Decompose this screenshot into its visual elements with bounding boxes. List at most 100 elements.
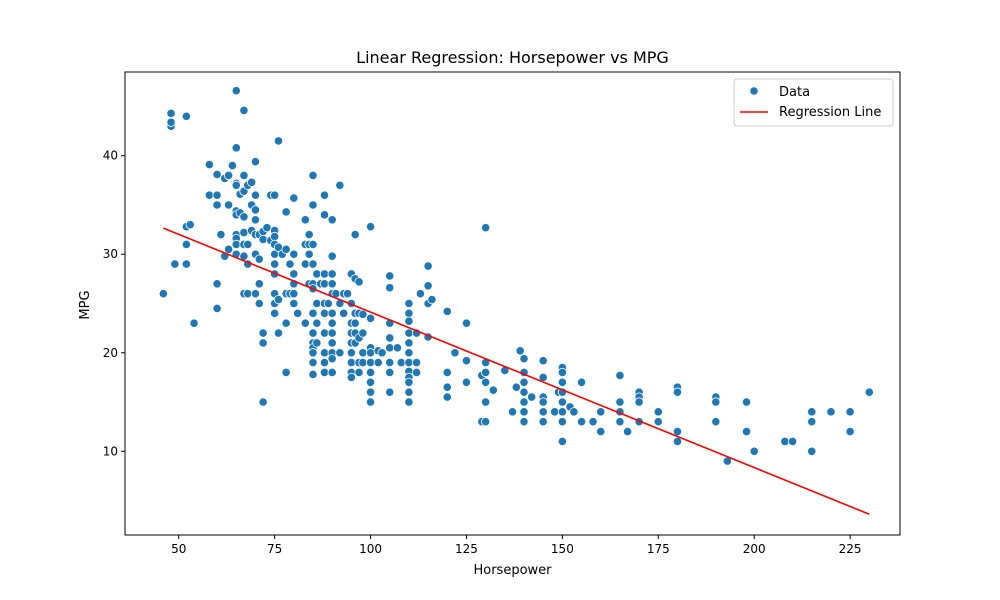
data-point (270, 308, 280, 318)
data-point (300, 259, 310, 269)
data-point (319, 210, 330, 220)
data-point (308, 259, 318, 269)
data-point (519, 354, 529, 364)
x-tick-label: 100 (359, 542, 382, 556)
data-point (845, 407, 855, 417)
data-point (404, 358, 414, 368)
data-point (423, 281, 433, 291)
data-point (404, 298, 414, 309)
data-point (358, 358, 368, 368)
data-point (653, 417, 663, 427)
data-point (404, 348, 414, 358)
data-point (319, 279, 330, 289)
data-point (404, 387, 414, 397)
data-point (373, 358, 383, 368)
data-point (557, 377, 567, 387)
data-point (507, 407, 518, 417)
data-point (212, 190, 222, 200)
data-point (262, 223, 272, 233)
data-point (293, 308, 303, 318)
data-point (254, 254, 264, 264)
data-point (711, 397, 721, 407)
data-point (404, 316, 414, 326)
data-point (864, 387, 874, 397)
legend-label-regression: Regression Line (779, 105, 881, 120)
data-point (308, 369, 318, 380)
data-point (527, 392, 537, 402)
plot-area: 50 75 100 125 150 175 200 225 10 20 30 40 (103, 71, 901, 556)
data-point (634, 397, 644, 407)
data-point (327, 328, 337, 338)
data-point (787, 436, 798, 447)
data-point (385, 271, 395, 281)
data-point (488, 385, 498, 395)
data-point (557, 417, 567, 427)
data-point (189, 318, 199, 328)
data-point (166, 117, 176, 127)
x-axis-label: Horsepower (473, 563, 552, 578)
data-point (258, 338, 268, 348)
data-point (365, 313, 376, 323)
data-point (588, 417, 598, 427)
data-point (385, 283, 395, 293)
data-point (538, 407, 548, 417)
data-point (181, 111, 191, 121)
data-point (538, 397, 548, 407)
data-point (511, 382, 521, 392)
data-point (358, 328, 368, 338)
data-point (239, 212, 249, 222)
data-point (780, 436, 790, 447)
data-point (319, 348, 330, 358)
data-point (442, 367, 452, 378)
data-point (289, 249, 299, 259)
data-point (538, 356, 548, 366)
data-point (538, 417, 548, 427)
data-point (239, 227, 249, 238)
data-point (335, 348, 345, 358)
data-point (216, 229, 226, 240)
data-point (415, 289, 426, 299)
data-point (273, 136, 284, 146)
x-tick-label: 200 (743, 542, 766, 556)
x-tick-label: 175 (647, 542, 670, 556)
data-point (622, 426, 633, 437)
data-point (327, 251, 337, 261)
data-point (807, 407, 817, 417)
data-point (258, 397, 268, 407)
data-point (481, 223, 491, 233)
data-point (427, 294, 437, 305)
data-point (845, 426, 855, 437)
data-point (711, 417, 721, 427)
data-point (204, 190, 215, 200)
data-point (231, 143, 241, 153)
data-point (481, 367, 491, 378)
data-point (319, 367, 330, 378)
data-point (442, 392, 452, 402)
data-point (615, 370, 625, 381)
data-point (807, 446, 817, 456)
data-point (258, 328, 268, 338)
data-point (319, 308, 330, 318)
data-point (308, 239, 318, 249)
data-point (826, 407, 836, 417)
data-point (312, 298, 322, 309)
data-point (672, 387, 683, 397)
data-point (741, 426, 752, 437)
data-point (481, 377, 491, 387)
data-point (281, 244, 291, 254)
data-point (308, 358, 318, 368)
data-point (365, 397, 376, 407)
data-point (404, 397, 414, 407)
data-point (212, 279, 222, 289)
data-point (365, 367, 376, 378)
data-point (423, 261, 433, 271)
data-point (289, 289, 299, 299)
data-point (339, 308, 349, 318)
y-tick-label: 40 (103, 149, 118, 163)
data-point (377, 348, 387, 358)
data-point (231, 180, 241, 190)
data-point (411, 358, 422, 368)
data-point (450, 348, 460, 358)
